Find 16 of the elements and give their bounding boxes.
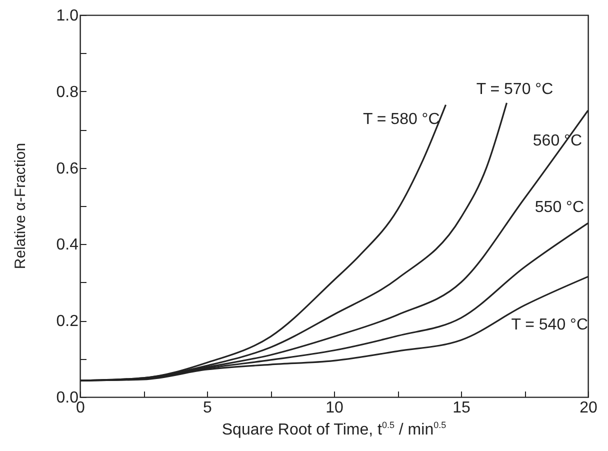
y-tick-label: 0.4 <box>56 236 79 254</box>
y-axis-title: Relative α-Fraction <box>12 142 29 270</box>
x-axis-title: Square Root of Time, t$^{0.5}$ / min$^{0.5}$ <box>220 420 448 440</box>
series-label: T = 570 °C <box>476 80 554 98</box>
x-tick-label: 0 <box>76 400 86 416</box>
y-tick-label: 0.2 <box>56 313 79 330</box>
y-tick-label: 0.6 <box>56 160 79 178</box>
y-tick-label: 0.8 <box>56 84 79 101</box>
x-tick-label: 15 <box>452 400 470 416</box>
series-label: T = 580 °C <box>362 110 440 128</box>
x-tick-label: 5 <box>203 400 212 416</box>
x-tick-label: 10 <box>326 400 344 416</box>
series-label: T = 540 °C <box>511 316 588 334</box>
y-tick-label: 1.0 <box>56 8 79 24</box>
series-label: 550 °C <box>534 199 584 216</box>
x-tick-label: 20 <box>580 400 598 416</box>
